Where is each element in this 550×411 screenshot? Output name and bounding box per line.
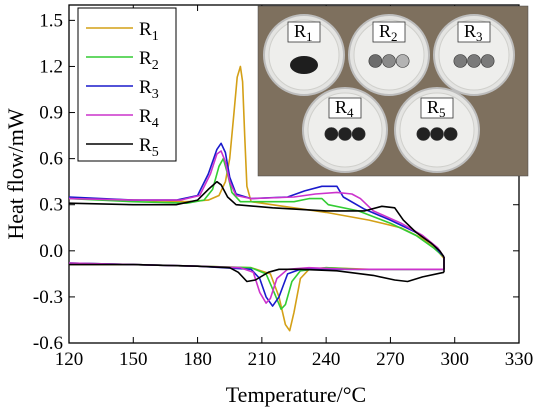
sample-photo-inset: R1 R2 R3 R4 R5 <box>257 5 529 177</box>
series-line-heating <box>68 150 445 258</box>
y-tick-label: -0.6 <box>33 333 63 354</box>
y-tick-label: 0.9 <box>39 103 63 124</box>
series-line-heating <box>68 180 445 258</box>
pellet-sample <box>324 127 339 141</box>
legend-box <box>77 7 177 162</box>
powder-sample <box>290 56 318 74</box>
dish-label-box <box>287 21 321 43</box>
legend-label: R5 <box>139 135 159 160</box>
x-tick-label: 330 <box>505 349 534 370</box>
series-r5 <box>68 180 445 283</box>
dish-label-box <box>328 97 362 119</box>
legend-label: R2 <box>139 48 159 73</box>
pellet-sample <box>453 54 468 68</box>
series-line-cooling <box>69 263 445 283</box>
x-tick-label: 150 <box>119 349 148 370</box>
dish-label: R4 <box>335 97 354 120</box>
y-tick-label: -0.3 <box>33 287 63 308</box>
x-tick-label: 180 <box>183 349 212 370</box>
y-axis-title: Heat flow/mW <box>3 108 28 240</box>
series-r2 <box>68 157 445 310</box>
series-layer <box>68 65 445 332</box>
x-tick-label: 210 <box>248 349 277 370</box>
y-tick-label: 0.6 <box>39 149 63 170</box>
petri-dish: R4 <box>302 87 388 173</box>
y-tick-label: 0.3 <box>39 195 63 216</box>
legend: R1 R2 R3 R4 R5 <box>77 7 177 162</box>
pellet-sample <box>443 127 458 141</box>
x-tick-label: 120 <box>55 349 84 370</box>
pellet-sample <box>338 127 352 141</box>
legend-label: R3 <box>139 77 159 102</box>
pellet-sample <box>351 127 366 141</box>
y-tick-labels: -0.6 -0.3 0.0 0.3 0.6 0.9 1.2 1.5 <box>33 10 63 354</box>
pellet-sample <box>416 127 431 141</box>
pellet-sample <box>368 54 383 68</box>
dish-label-box <box>457 21 491 43</box>
x-axis-title: Temperature/°C <box>226 382 366 407</box>
series-line-heating <box>68 65 445 260</box>
dish-label-box <box>420 97 454 119</box>
x-tick-label: 300 <box>440 349 469 370</box>
dish-label: R2 <box>379 21 398 44</box>
y-tick-label: 1.5 <box>39 10 63 31</box>
legend-label: R1 <box>139 19 159 44</box>
x-tick-label: 240 <box>312 349 341 370</box>
y-tick-label: 0.0 <box>39 241 63 262</box>
petri-dish: R3 <box>433 14 515 96</box>
dish-label: R5 <box>427 97 446 120</box>
dish-label: R3 <box>464 21 483 44</box>
pellet-sample <box>480 54 495 68</box>
dish-label: R1 <box>294 21 313 44</box>
pellet-sample <box>430 127 444 141</box>
dish-label-box <box>372 21 406 43</box>
pellet-sample <box>382 54 396 68</box>
y-tick-label: 1.2 <box>39 56 63 77</box>
series-line-heating <box>68 157 445 258</box>
dish-inner <box>268 19 340 91</box>
petri-dish: R1 <box>263 14 345 96</box>
legend-label: R4 <box>139 106 159 131</box>
x-tick-label: 270 <box>376 349 405 370</box>
x-tick-labels: 120 150 180 210 240 270 300 330 <box>55 349 534 370</box>
pellet-sample <box>467 54 481 68</box>
pellet-sample <box>395 54 410 68</box>
petri-dish: R2 <box>348 14 430 96</box>
petri-dish: R5 <box>394 87 480 173</box>
